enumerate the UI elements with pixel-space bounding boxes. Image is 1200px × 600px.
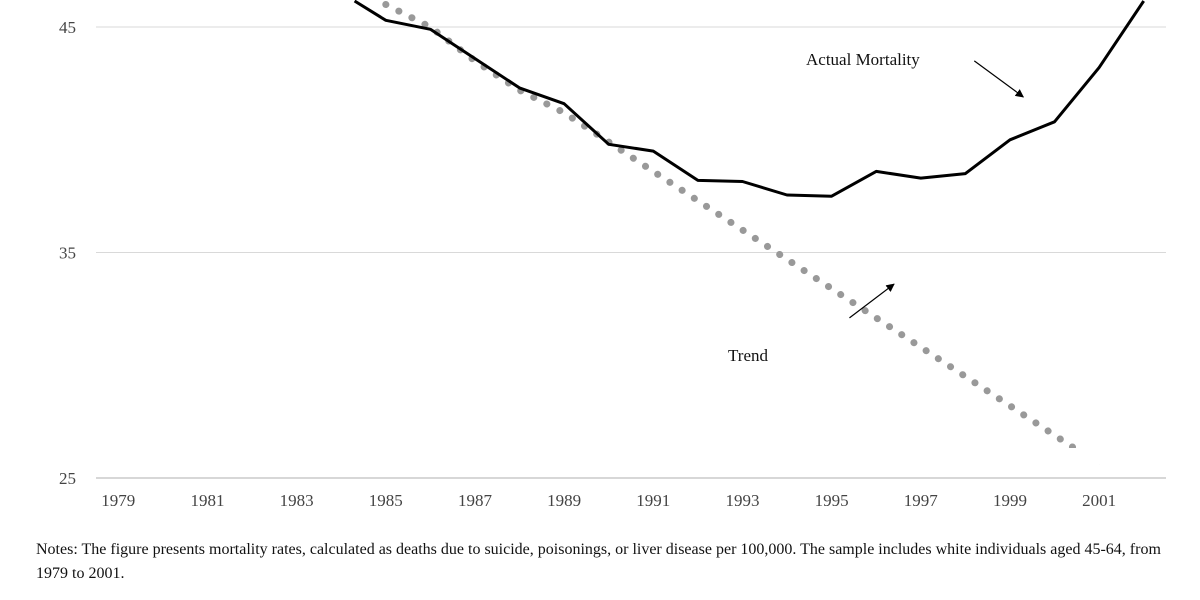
gridlines [96, 26, 1166, 254]
x-tick-label: 1979 [101, 491, 135, 510]
x-tick-label: 2001 [1082, 491, 1116, 510]
y-tick-label: 45 [59, 18, 76, 37]
x-tick-label: 1981 [190, 491, 224, 510]
annotation-actual-mortality-arrow [973, 60, 1025, 98]
annotation-trend-arrow [849, 283, 895, 319]
annotation-trend-label: Trend [728, 346, 768, 365]
series-actual-mortality [353, 0, 1145, 198]
x-tick-label: 1993 [725, 491, 759, 510]
x-tick-label: 1983 [280, 491, 314, 510]
x-tick-label: 1991 [636, 491, 670, 510]
series-layer [353, 0, 1145, 465]
series-trend-line [382, 1, 1081, 448]
mortality-chart: 1979 1981 1983 1985 1987 1989 1991 1993 1995 1997… [59, 0, 1166, 510]
series-actual-mortality-line [353, 0, 1145, 198]
series-trend [382, 1, 1100, 465]
x-tick-label: 1997 [904, 491, 939, 510]
x-tick-label: 1999 [993, 491, 1027, 510]
y-tick-label: 25 [59, 469, 76, 488]
annotations: Actual Mortality Trend [728, 50, 1025, 365]
x-axis: 1979 1981 1983 1985 1987 1989 1991 1993 1995 1997… [96, 477, 1166, 510]
x-tick-label: 1987 [458, 491, 493, 510]
x-tick-label: 1995 [815, 491, 849, 510]
y-tick-label: 35 [59, 244, 76, 263]
figure-notes: Notes: The figure presents mortality rat… [36, 541, 1161, 582]
x-tick-label: 1989 [547, 491, 581, 510]
annotation-actual-mortality-label: Actual Mortality [806, 50, 920, 69]
y-axis: 25 35 45 [59, 18, 76, 488]
x-tick-label: 1985 [369, 491, 403, 510]
